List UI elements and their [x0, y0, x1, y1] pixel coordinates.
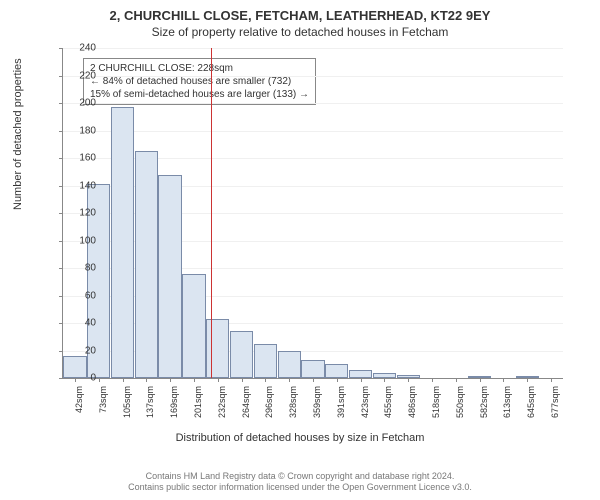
- y-axis-label: Number of detached properties: [12, 58, 24, 210]
- annotation-line2: ← 84% of detached houses are smaller (73…: [90, 75, 309, 88]
- xtick-label: 677sqm: [550, 386, 560, 426]
- annotation-box: 2 CHURCHILL CLOSE: 228sqm ← 84% of detac…: [83, 58, 316, 105]
- ytick-label: 0: [66, 373, 96, 384]
- xtick-mark: [384, 378, 385, 382]
- xtick-label: 391sqm: [336, 386, 346, 426]
- xtick-label: 328sqm: [288, 386, 298, 426]
- xtick-mark: [313, 378, 314, 382]
- ytick-mark: [59, 268, 63, 269]
- ytick-label: 100: [66, 235, 96, 246]
- ytick-label: 120: [66, 208, 96, 219]
- plot-area: 2 CHURCHILL CLOSE: 228sqm ← 84% of detac…: [62, 48, 563, 379]
- xtick-label: 232sqm: [217, 386, 227, 426]
- ytick-mark: [59, 103, 63, 104]
- gridline: [63, 48, 563, 49]
- histogram-bar: [325, 364, 348, 378]
- gridline: [63, 76, 563, 77]
- xtick-mark: [99, 378, 100, 382]
- xtick-label: 582sqm: [479, 386, 489, 426]
- ytick-label: 220: [66, 70, 96, 81]
- chart-title-main: 2, CHURCHILL CLOSE, FETCHAM, LEATHERHEAD…: [0, 0, 600, 23]
- xtick-label: 613sqm: [502, 386, 512, 426]
- xtick-mark: [170, 378, 171, 382]
- xtick-label: 645sqm: [526, 386, 536, 426]
- annotation-line3: 15% of semi-detached houses are larger (…: [90, 88, 309, 101]
- ytick-mark: [59, 241, 63, 242]
- xtick-mark: [146, 378, 147, 382]
- footer-line1: Contains HM Land Registry data © Crown c…: [0, 471, 600, 483]
- xtick-mark: [289, 378, 290, 382]
- xtick-mark: [527, 378, 528, 382]
- xtick-label: 518sqm: [431, 386, 441, 426]
- histogram-bar: [301, 360, 324, 378]
- xtick-mark: [218, 378, 219, 382]
- xtick-mark: [242, 378, 243, 382]
- ytick-label: 20: [66, 345, 96, 356]
- xtick-label: 201sqm: [193, 386, 203, 426]
- xtick-label: 105sqm: [122, 386, 132, 426]
- xtick-label: 486sqm: [407, 386, 417, 426]
- xtick-mark: [123, 378, 124, 382]
- xtick-mark: [432, 378, 433, 382]
- xtick-label: 359sqm: [312, 386, 322, 426]
- ytick-mark: [59, 158, 63, 159]
- xtick-mark: [194, 378, 195, 382]
- xtick-mark: [480, 378, 481, 382]
- xtick-label: 137sqm: [145, 386, 155, 426]
- gridline: [63, 131, 563, 132]
- footer-line2: Contains public sector information licen…: [0, 482, 600, 494]
- ytick-label: 200: [66, 98, 96, 109]
- ytick-mark: [59, 296, 63, 297]
- ytick-label: 40: [66, 318, 96, 329]
- xtick-label: 264sqm: [241, 386, 251, 426]
- ytick-label: 160: [66, 153, 96, 164]
- ytick-mark: [59, 76, 63, 77]
- histogram-bar: [158, 175, 181, 379]
- ytick-mark: [59, 351, 63, 352]
- ytick-label: 80: [66, 263, 96, 274]
- xtick-mark: [361, 378, 362, 382]
- reference-line: [211, 48, 212, 378]
- xtick-label: 296sqm: [264, 386, 274, 426]
- histogram-bar: [135, 151, 158, 378]
- annotation-line1: 2 CHURCHILL CLOSE: 228sqm: [90, 62, 309, 75]
- ytick-mark: [59, 48, 63, 49]
- xtick-mark: [503, 378, 504, 382]
- ytick-label: 180: [66, 125, 96, 136]
- xtick-label: 73sqm: [98, 386, 108, 426]
- ytick-label: 60: [66, 290, 96, 301]
- xtick-label: 169sqm: [169, 386, 179, 426]
- histogram-bar: [254, 344, 277, 378]
- ytick-label: 140: [66, 180, 96, 191]
- histogram-bar: [349, 370, 372, 378]
- xtick-label: 423sqm: [360, 386, 370, 426]
- xtick-mark: [551, 378, 552, 382]
- xtick-mark: [456, 378, 457, 382]
- chart-title-sub: Size of property relative to detached ho…: [0, 23, 600, 39]
- x-axis-label: Distribution of detached houses by size …: [0, 432, 600, 444]
- xtick-mark: [408, 378, 409, 382]
- gridline: [63, 103, 563, 104]
- ytick-mark: [59, 186, 63, 187]
- xtick-label: 42sqm: [74, 386, 84, 426]
- xtick-label: 455sqm: [383, 386, 393, 426]
- ytick-mark: [59, 213, 63, 214]
- xtick-label: 550sqm: [455, 386, 465, 426]
- chart-container: 2, CHURCHILL CLOSE, FETCHAM, LEATHERHEAD…: [0, 0, 600, 500]
- ytick-mark: [59, 131, 63, 132]
- histogram-bar: [182, 274, 205, 379]
- ytick-mark: [59, 378, 63, 379]
- histogram-bar: [230, 331, 253, 378]
- ytick-label: 240: [66, 43, 96, 54]
- xtick-mark: [337, 378, 338, 382]
- xtick-mark: [265, 378, 266, 382]
- histogram-bar: [278, 351, 301, 379]
- footer-attribution: Contains HM Land Registry data © Crown c…: [0, 471, 600, 494]
- histogram-bar: [111, 107, 134, 378]
- ytick-mark: [59, 323, 63, 324]
